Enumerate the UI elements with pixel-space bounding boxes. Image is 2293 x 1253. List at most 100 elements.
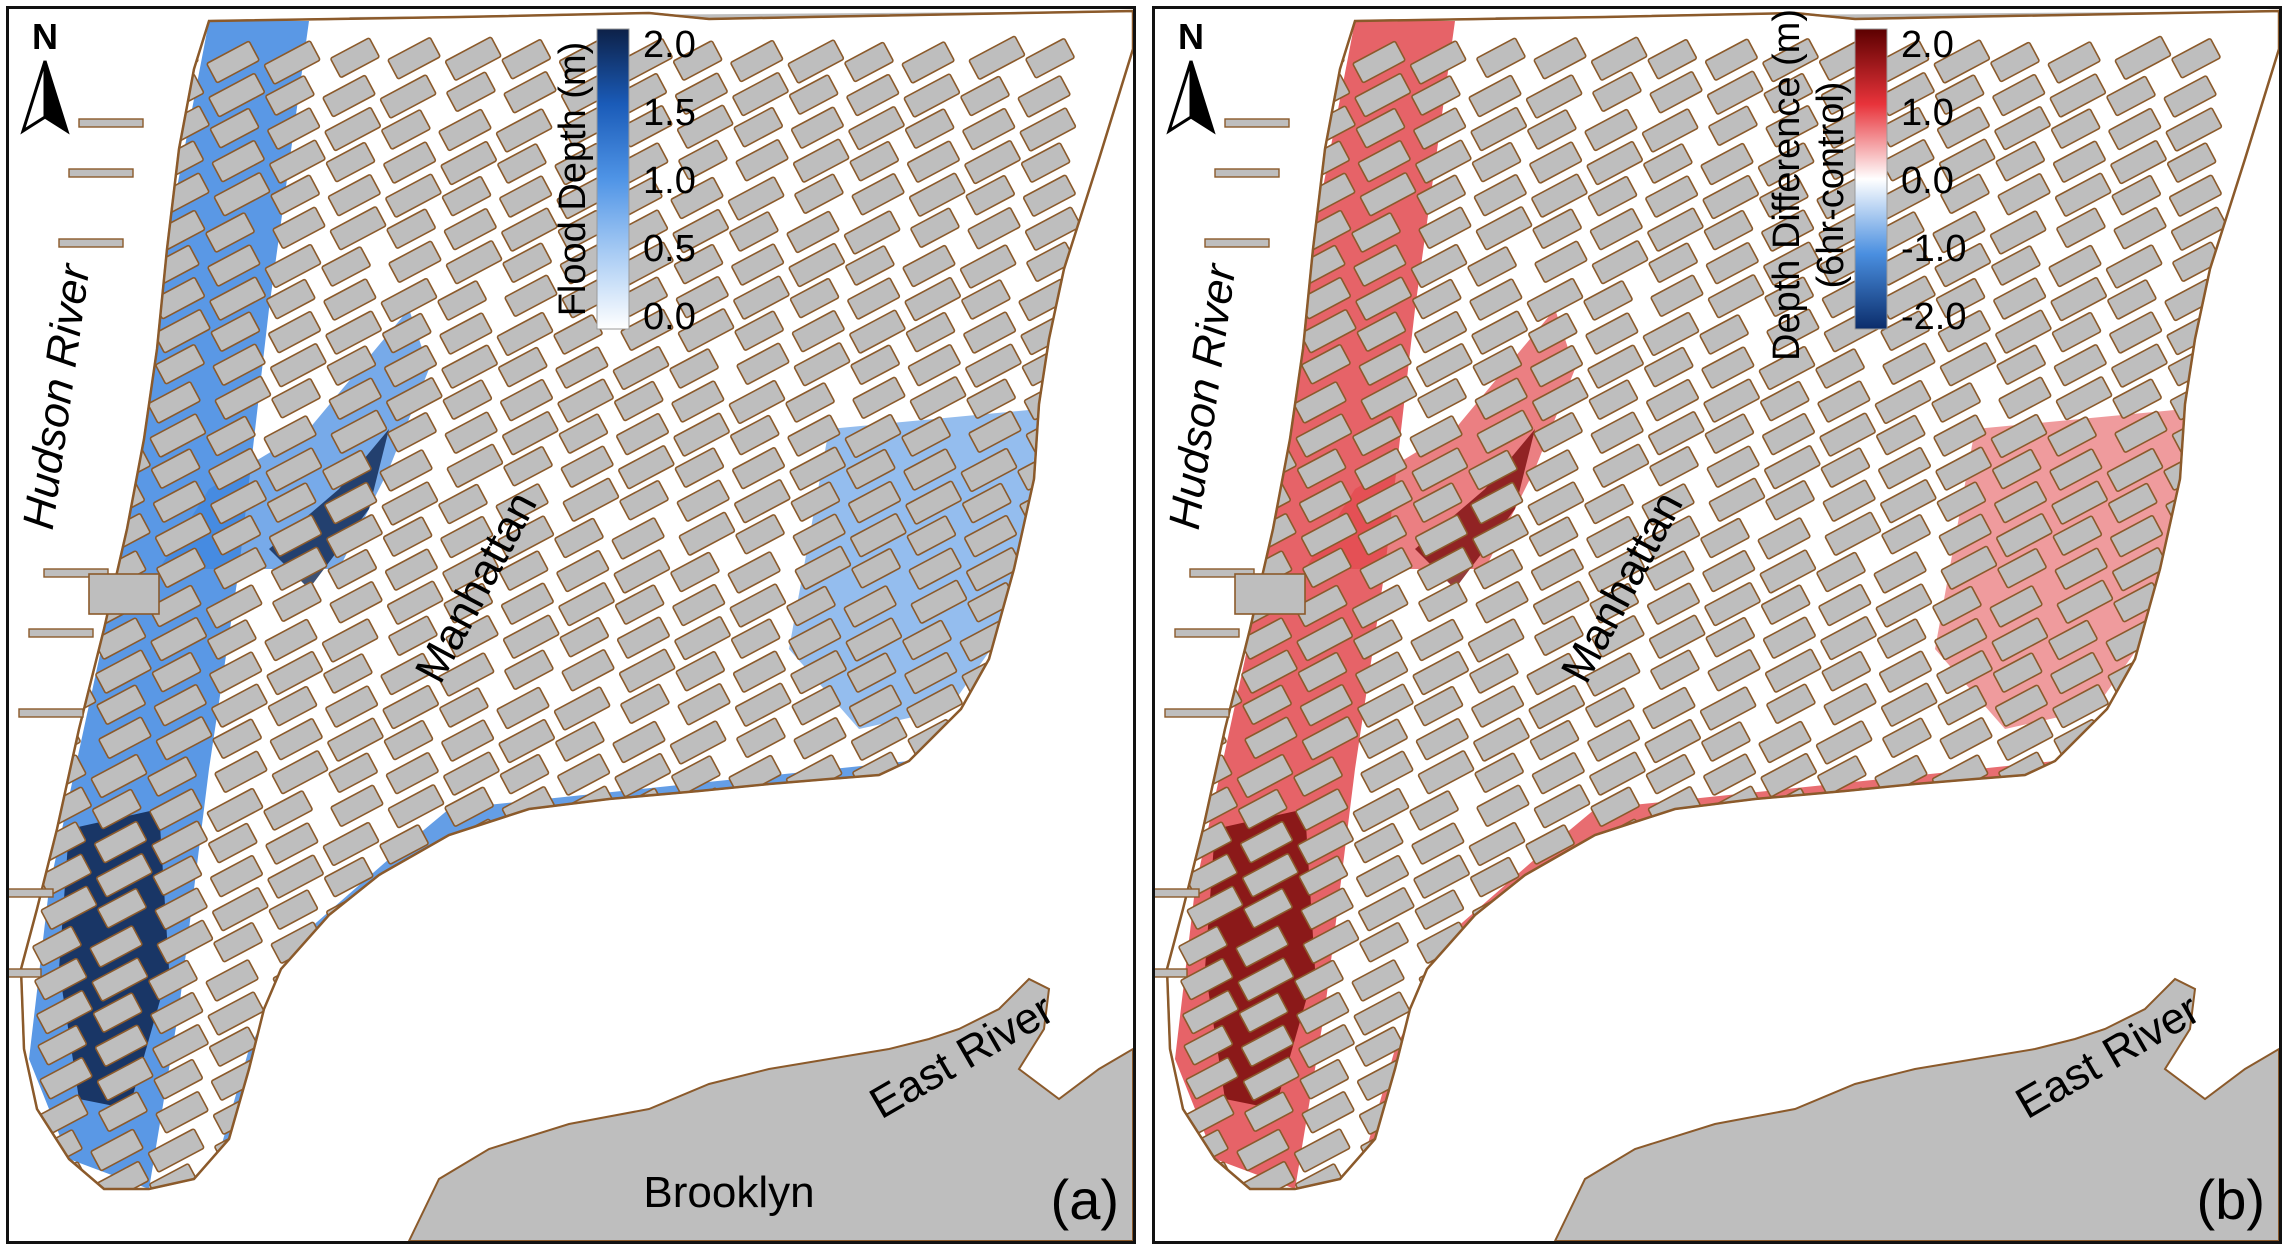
city-block [385, 173, 442, 218]
city-block [908, 172, 966, 217]
city-block [1470, 107, 1527, 152]
city-block [1648, 242, 1698, 283]
city-block [2111, 343, 2168, 388]
city-block [736, 342, 790, 385]
pier [58, 238, 124, 248]
city-block [794, 173, 844, 214]
city-block [1475, 581, 1529, 624]
city-block [2050, 108, 2101, 149]
city-block [1298, 480, 1352, 523]
legend-colorbar [596, 28, 630, 330]
city-block [1468, 449, 1518, 491]
city-block [39, 1057, 93, 1100]
city-block [902, 244, 956, 288]
piers [9, 118, 160, 978]
brooklyn-land [1553, 977, 2279, 1241]
city-block [1701, 346, 1755, 389]
city-block [1525, 449, 1579, 492]
city-block [1765, 480, 1815, 521]
city-block [2050, 651, 2104, 695]
city-block [1410, 243, 1468, 289]
city-block [324, 481, 378, 525]
city-block [445, 240, 503, 285]
city-block [2114, 35, 2172, 80]
city-block [1532, 580, 1590, 625]
city-block [669, 720, 727, 765]
city-block [790, 650, 847, 695]
city-block [901, 41, 955, 84]
city-block [843, 210, 901, 255]
city-block [327, 174, 381, 217]
city-block [150, 617, 207, 662]
city-block [1244, 716, 1298, 759]
city-block [1818, 583, 1872, 627]
city-block [1757, 517, 1811, 560]
city-block [1412, 651, 1469, 696]
city-block [790, 106, 844, 149]
city-block [213, 172, 271, 217]
city-block [848, 684, 902, 727]
city-block [1182, 990, 1239, 1035]
legend-tick: 0.0 [1901, 160, 1954, 202]
city-block [209, 276, 266, 321]
legend-tick: -1.0 [1901, 228, 1966, 270]
city-block [676, 479, 730, 522]
city-block [445, 615, 499, 658]
city-block [2112, 378, 2162, 419]
city-block [206, 415, 256, 457]
city-block [1704, 582, 1761, 627]
city-block [328, 752, 378, 793]
city-block [1996, 513, 2053, 558]
city-block [1301, 344, 1351, 385]
city-block [730, 39, 784, 83]
city-block [206, 787, 264, 833]
city-block [1701, 721, 1751, 762]
city-block [1996, 716, 2054, 761]
city-block [497, 143, 547, 184]
city-block [674, 616, 731, 661]
city-block [2166, 142, 2217, 183]
city-block [1880, 682, 1938, 727]
city-block [555, 346, 609, 389]
legend-tick: 1.5 [643, 92, 696, 134]
city-block [1180, 957, 1234, 1001]
city-block [210, 311, 261, 352]
city-block [2108, 107, 2162, 151]
city-block [1530, 548, 1584, 591]
city-block [1530, 345, 1583, 388]
city-block [1298, 1024, 1355, 1069]
city-block [1355, 651, 1409, 694]
city-block [1300, 887, 1354, 930]
legend-title: Depth Difference (m) [1766, 9, 1808, 361]
city-block [2107, 279, 2157, 320]
city-block [1699, 686, 1757, 731]
city-block [1932, 210, 1986, 254]
city-block [1301, 716, 1359, 761]
city-block [438, 108, 492, 152]
city-block [2105, 244, 2163, 289]
city-block [1584, 483, 1634, 525]
city-block [34, 957, 88, 1001]
city-block [385, 752, 439, 795]
city-block [1820, 616, 1877, 661]
city-block [1643, 515, 1701, 560]
city-block [1528, 516, 1579, 557]
city-block [265, 447, 323, 492]
city-block [151, 820, 208, 865]
city-block [1416, 343, 1473, 388]
city-block [271, 750, 329, 795]
city-block [1024, 206, 1082, 251]
city-block [1358, 887, 1415, 932]
city-block [790, 481, 841, 522]
city-block [1534, 615, 1584, 656]
city-block [1528, 685, 1585, 730]
north-label: N [32, 16, 58, 57]
city-block [1817, 380, 1871, 423]
city-block [907, 344, 961, 387]
city-block [1882, 717, 1932, 758]
city-block [793, 717, 847, 760]
city-block [155, 344, 205, 385]
city-block [1476, 37, 1526, 78]
city-block [1416, 174, 1466, 215]
city-block [1589, 208, 1643, 251]
